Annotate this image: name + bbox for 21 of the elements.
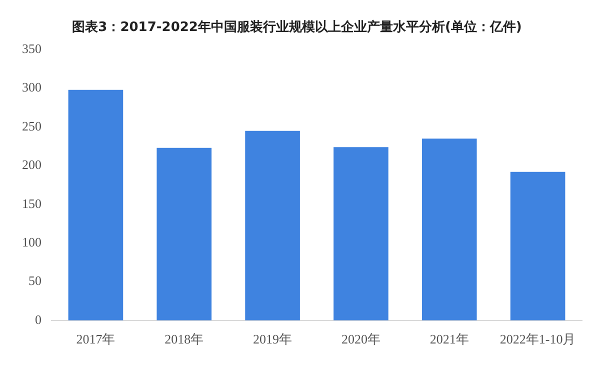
- x-tick-label: 2021年: [430, 332, 469, 347]
- y-tick-label: 350: [22, 41, 42, 56]
- bar: [510, 172, 566, 320]
- x-tick-label: 2018年: [164, 332, 204, 347]
- y-tick-label: 150: [22, 196, 42, 211]
- bar: [68, 90, 124, 320]
- bar: [422, 138, 477, 320]
- y-tick-label: 100: [22, 234, 42, 250]
- y-tick-label: 200: [22, 157, 42, 172]
- chart-title: 图表3：2017-2022年中国服装行业规模以上企业产量水平分析(单位：亿件): [72, 19, 522, 36]
- bar: [156, 148, 212, 320]
- y-tick-label: 50: [28, 273, 42, 288]
- bar: [334, 147, 388, 320]
- x-tick-label: 2017年: [76, 332, 116, 347]
- x-tick-label: 2022年1-10月: [500, 332, 576, 347]
- y-tick-label: 0: [35, 312, 42, 327]
- x-tick-label: 2020年: [341, 332, 380, 347]
- bar: [245, 130, 300, 320]
- y-tick-label: 300: [22, 80, 42, 95]
- x-tick-label: 2019年: [253, 332, 292, 347]
- y-tick-label: 250: [22, 118, 42, 134]
